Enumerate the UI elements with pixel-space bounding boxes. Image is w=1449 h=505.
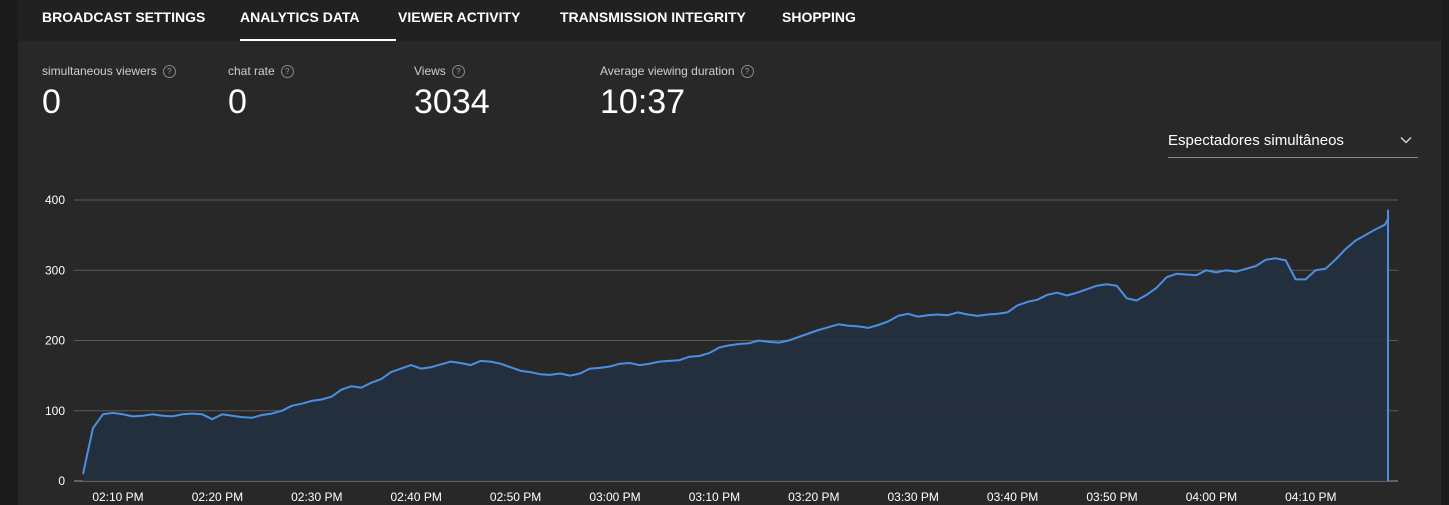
metric-views: Views ? 3034: [414, 64, 490, 120]
tab-broadcast-settings[interactable]: BROADCAST SETTINGS: [42, 9, 206, 25]
tab-analytics-data[interactable]: ANALYTICS DATA: [240, 9, 360, 25]
metric-label: Views: [414, 64, 446, 78]
help-icon[interactable]: ?: [740, 64, 754, 78]
y-tick-label: 200: [45, 334, 65, 348]
help-icon[interactable]: ?: [451, 64, 465, 78]
right-gutter: [1441, 0, 1449, 505]
chevron-down-icon: [1400, 137, 1412, 144]
y-tick-label: 400: [45, 193, 65, 207]
y-tick-label: 100: [45, 404, 65, 418]
metric-value: 10:37: [600, 83, 686, 121]
metric-label: simultaneous viewers: [42, 64, 157, 78]
x-tick-label: 03:00 PM: [589, 490, 640, 504]
chart-series-line: [82, 209, 1389, 481]
tab-bar: BROADCAST SETTINGS ANALYTICS DATA VIEWER…: [18, 0, 1441, 41]
metric-average-viewing-duration: Average viewing duration ? 10:37: [600, 64, 754, 120]
x-tick-label: 04:10 PM: [1285, 490, 1336, 504]
metric-selector-dropdown[interactable]: Espectadores simultâneos: [1168, 128, 1418, 158]
metric-simultaneous-viewers: simultaneous viewers ? 0: [42, 64, 176, 120]
x-tick-label: 03:20 PM: [788, 490, 839, 504]
dropdown-selected-value: Espectadores simultâneos: [1168, 132, 1344, 149]
metric-label: Average viewing duration: [600, 64, 735, 78]
tab-transmission-integrity[interactable]: TRANSMISSION INTEGRITY: [560, 9, 746, 25]
metric-label: chat rate: [228, 64, 275, 78]
active-tab-indicator: [240, 39, 396, 41]
tab-shopping[interactable]: SHOPPING: [782, 9, 856, 25]
chart-area-fill: [83, 210, 1388, 481]
y-tick-label: 300: [45, 263, 65, 277]
x-tick-label: 04:00 PM: [1186, 490, 1237, 504]
tab-viewer-activity[interactable]: VIEWER ACTIVITY: [398, 9, 521, 25]
x-tick-label: 03:30 PM: [888, 490, 939, 504]
analytics-panel: BROADCAST SETTINGS ANALYTICS DATA VIEWER…: [18, 0, 1441, 505]
x-tick-label: 02:30 PM: [291, 490, 342, 504]
help-icon[interactable]: ?: [162, 64, 176, 78]
x-tick-label: 02:40 PM: [391, 490, 442, 504]
x-tick-label: 03:40 PM: [987, 490, 1038, 504]
metric-chat-rate: chat rate ? 0: [228, 64, 294, 120]
x-tick-label: 02:50 PM: [490, 490, 541, 504]
metric-value: 0: [228, 83, 247, 121]
x-tick-label: 03:10 PM: [689, 490, 740, 504]
help-icon[interactable]: ?: [280, 64, 294, 78]
metric-value: 3034: [414, 83, 490, 121]
x-tick-label: 03:50 PM: [1086, 490, 1137, 504]
metric-value: 0: [42, 83, 61, 121]
y-tick-label: 0: [58, 474, 65, 488]
concurrent-viewers-chart: 0 100 200 300 400 02:10 PM 02:20 PM 02:30 PM 02…: [45, 193, 1398, 504]
x-tick-label: 02:20 PM: [192, 490, 243, 504]
x-tick-label: 02:10 PM: [92, 490, 143, 504]
left-gutter: [0, 0, 18, 505]
